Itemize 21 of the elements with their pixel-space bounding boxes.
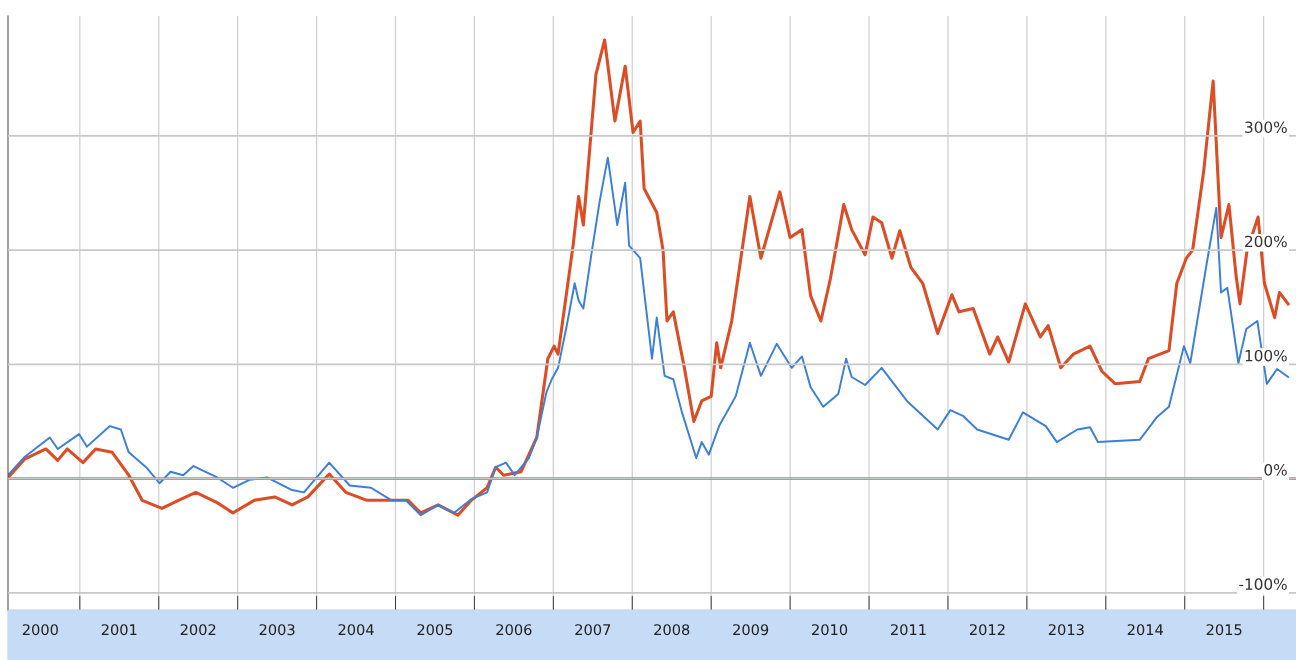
y-tick-label: 0%: [1264, 464, 1287, 476]
x-tick-label: 2007: [575, 624, 611, 636]
x-tick-label: 2015: [1206, 624, 1242, 636]
x-tick-label: 2010: [812, 624, 848, 636]
x-tick-label: 2001: [101, 624, 137, 636]
x-tick-label: 2009: [733, 624, 769, 636]
x-tick-label: 2006: [496, 624, 532, 636]
y-tick-label: 100%: [1245, 349, 1287, 362]
y-tick-label: 300%: [1245, 121, 1287, 133]
x-tick-label: 2004: [338, 624, 374, 636]
x-tick-label: 2013: [1048, 624, 1084, 636]
x-tick-label: 2003: [259, 624, 295, 636]
x-tick-label: 2000: [22, 624, 58, 636]
x-tick-label: 2012: [969, 624, 1005, 636]
y-tick-label: -100%: [1239, 578, 1287, 590]
x-tick-label: 2005: [417, 624, 453, 636]
x-tick-label: 2014: [1127, 624, 1163, 636]
x-tick-label: 2002: [180, 624, 216, 636]
x-tick-label: 2008: [654, 624, 690, 636]
x-tick-label: 2011: [891, 624, 926, 636]
y-tick-label: 200%: [1245, 235, 1287, 248]
